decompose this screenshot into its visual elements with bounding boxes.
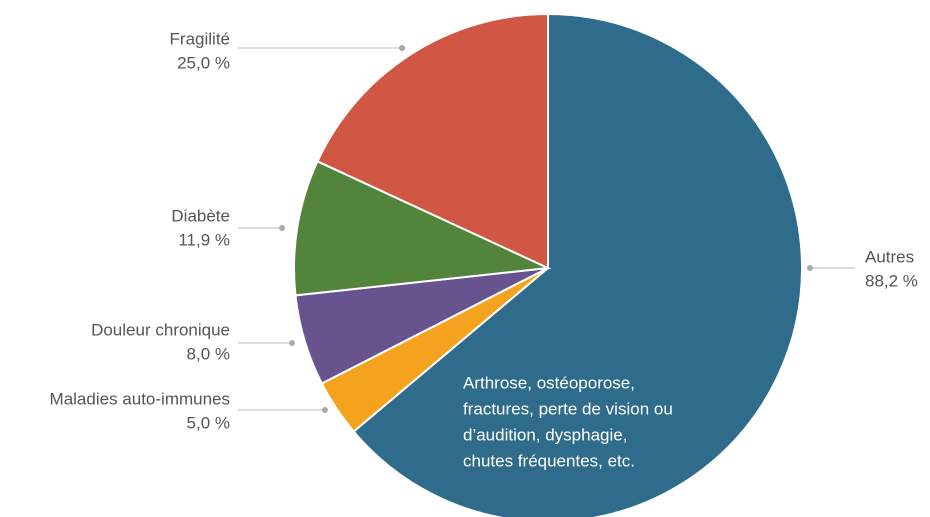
value-label: 5,0 %: [187, 413, 230, 432]
value-label: 8,0 %: [187, 344, 230, 363]
leader-dot: [399, 45, 405, 51]
value-label: 88,2 %: [865, 271, 918, 290]
leader-dot: [322, 407, 328, 413]
category-label: Maladies auto-immunes: [50, 389, 230, 408]
category-label: Fragilité: [170, 29, 230, 48]
category-label: Douleur chronique: [91, 320, 230, 339]
leader-dot: [807, 265, 813, 271]
category-label: Diabète: [171, 206, 230, 225]
pie-slice: [316, 12, 549, 270]
leader-dot: [289, 340, 295, 346]
pie-slice: [293, 160, 552, 297]
value-label: 11,9 %: [178, 230, 230, 249]
annotation: fractures, perte de vision ou: [463, 399, 673, 418]
annotation: d’audition, dysphagie,: [463, 425, 627, 444]
annotation: chutes fréquentes, etc.: [463, 451, 635, 470]
value-label: 25,0 %: [177, 53, 230, 72]
pie-slice: [352, 12, 803, 517]
category-label: Autres: [865, 247, 914, 266]
annotation: Arthrose, ostéoporose,: [463, 373, 635, 392]
leader-dot: [279, 225, 285, 231]
